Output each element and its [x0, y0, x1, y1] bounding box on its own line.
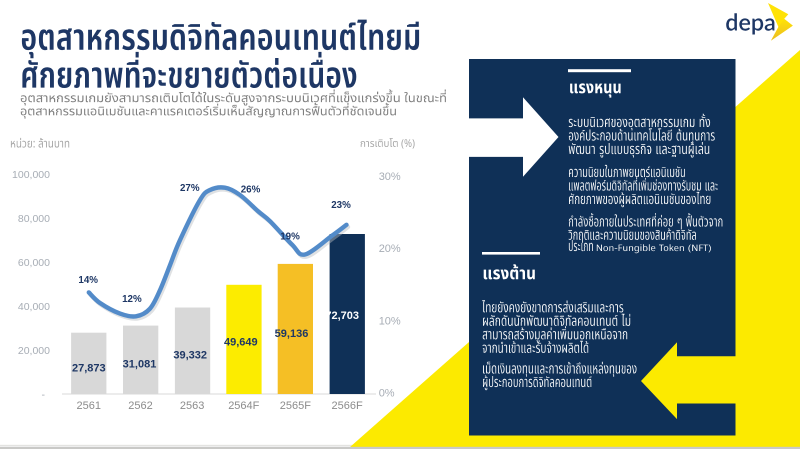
svg-text:-: -	[42, 389, 46, 401]
svg-text:31,081: 31,081	[123, 359, 157, 371]
svg-text:39,332: 39,332	[173, 349, 207, 361]
svg-text:72,703: 72,703	[325, 310, 359, 322]
svg-text:27,873: 27,873	[72, 362, 106, 374]
svg-text:27%: 27%	[180, 183, 200, 194]
svg-text:12%: 12%	[122, 294, 142, 305]
svg-text:26%: 26%	[241, 184, 261, 195]
svg-text:2561: 2561	[77, 400, 101, 412]
svg-text:10%: 10%	[379, 315, 401, 327]
svg-text:2566F: 2566F	[331, 400, 362, 412]
svg-text:80,000: 80,000	[18, 213, 50, 225]
svg-text:20,000: 20,000	[18, 345, 50, 357]
svg-text:30%: 30%	[379, 171, 401, 183]
svg-text:2565F: 2565F	[280, 400, 311, 412]
svg-text:14%: 14%	[78, 275, 98, 286]
svg-text:49,649: 49,649	[224, 337, 258, 349]
svg-text:59,136: 59,136	[275, 328, 309, 340]
svg-text:40,000: 40,000	[18, 301, 50, 313]
svg-text:2563: 2563	[180, 400, 204, 412]
svg-text:20%: 20%	[379, 243, 401, 255]
svg-text:100,000: 100,000	[12, 169, 50, 181]
svg-text:2562: 2562	[128, 400, 152, 412]
svg-text:2564F: 2564F	[228, 400, 259, 412]
svg-text:19%: 19%	[280, 232, 300, 243]
svg-text:60,000: 60,000	[18, 257, 50, 269]
svg-text:0%: 0%	[379, 388, 395, 400]
svg-text:23%: 23%	[331, 200, 351, 211]
